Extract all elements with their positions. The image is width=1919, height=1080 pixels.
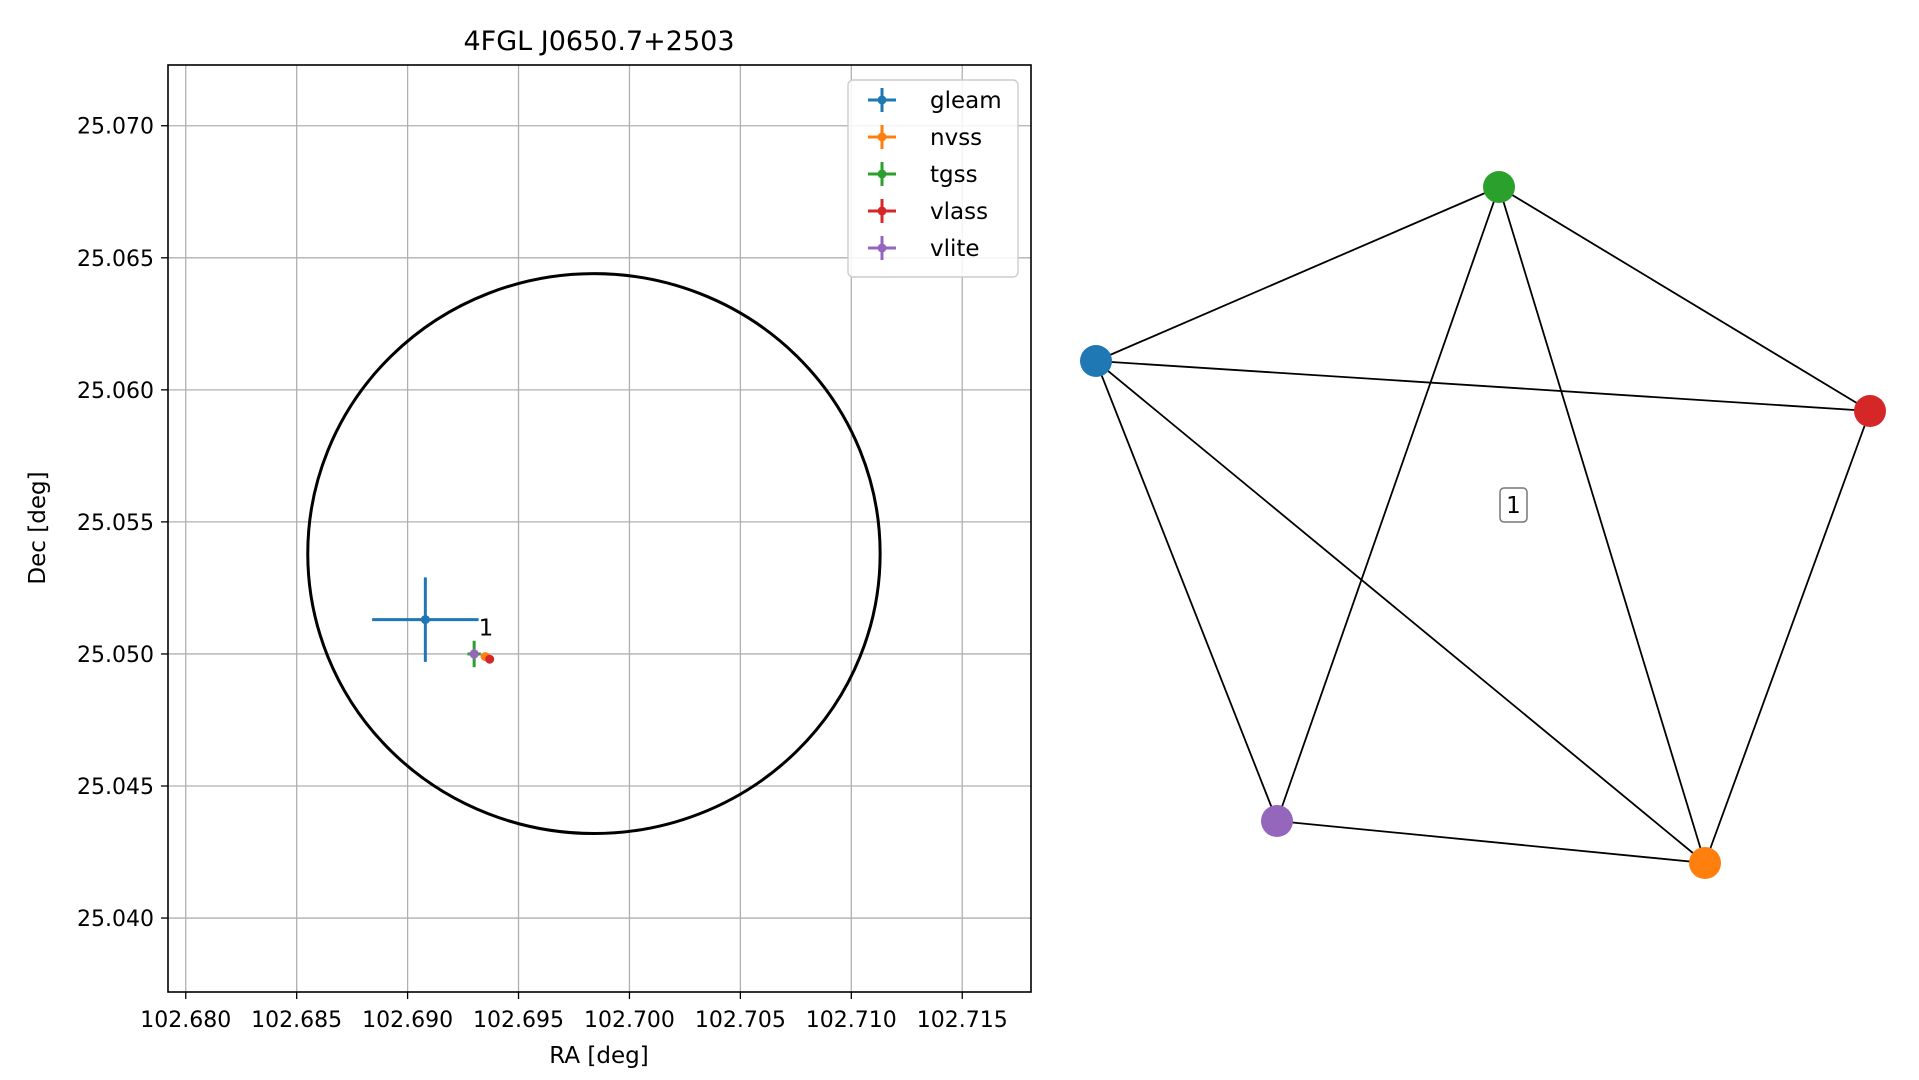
graph-node-vlass [1854, 395, 1886, 427]
data-point-vlass [485, 654, 495, 664]
legend: gleam nvss tgss vlass vlite [847, 79, 1019, 278]
legend-entry-gleam: gleam [868, 88, 1002, 114]
cluster-label: 1 [1506, 493, 1521, 519]
data-points [372, 577, 495, 668]
graph-edge [1704, 410, 1871, 864]
graph-edge [1276, 186, 1500, 822]
x-tick-label: 102.700 [584, 1008, 675, 1033]
plot-title: 4FGL J0650.7+2503 [463, 26, 734, 57]
graph-node-tgss [1483, 171, 1515, 203]
graph-edge [1498, 186, 1706, 864]
y-tick-label: 25.045 [77, 775, 154, 800]
legend-entry-vlite: vlite [868, 236, 980, 262]
x-axis-ticks: 102.680 102.685 102.690 102.695 102.700 102.7… [140, 992, 1008, 1033]
x-tick-label: 102.715 [917, 1008, 1008, 1033]
y-tick-label: 25.055 [77, 511, 154, 536]
graph-edge [1276, 820, 1706, 864]
legend-label: vlite [930, 236, 980, 262]
ellipse-outline [306, 272, 882, 836]
legend-box [847, 79, 1019, 278]
graph-edge [1498, 186, 1871, 412]
error-ellipse [306, 272, 882, 836]
legend-entry-nvss: nvss [868, 125, 982, 151]
graph-edge [1095, 360, 1871, 412]
legend-label: nvss [930, 125, 982, 151]
y-axis-label: Dec [deg] [25, 471, 51, 584]
x-tick-label: 102.685 [251, 1008, 342, 1033]
x-tick-label: 102.690 [362, 1008, 453, 1033]
legend-label: tgss [930, 162, 978, 188]
y-tick-label: 25.070 [77, 115, 154, 140]
x-tick-label: 102.680 [140, 1008, 231, 1033]
graph-edges [1095, 186, 1871, 864]
y-axis-ticks: 25.040 25.045 25.050 25.055 25.060 25.065 25.0… [77, 115, 168, 932]
y-tick-label: 25.060 [77, 379, 154, 404]
grid [168, 65, 1031, 992]
graph-node-gleam [1080, 345, 1112, 377]
plot-frame [167, 64, 1032, 993]
cluster-label-box: 1 [1499, 487, 1528, 523]
graph-nodes [1080, 171, 1886, 879]
graph-node-vlite [1261, 805, 1293, 837]
x-tick-label: 102.705 [695, 1008, 786, 1033]
x-tick-label: 102.710 [806, 1008, 897, 1033]
match-graph: 1 [1080, 171, 1886, 879]
graph-edge [1095, 360, 1706, 864]
legend-label: gleam [930, 88, 1002, 114]
source-annotation: 1 [479, 615, 494, 641]
y-tick-label: 25.040 [77, 907, 154, 932]
x-axis-label: RA [deg] [549, 1043, 648, 1069]
y-tick-label: 25.065 [77, 247, 154, 272]
graph-edge [1095, 360, 1278, 822]
graph-edge [1095, 186, 1500, 362]
data-point-gleam [372, 577, 479, 662]
sky-position-plot: 4FGL J0650.7+2503 1 102.680 102.685 102.69… [25, 26, 1032, 1069]
legend-label: vlass [930, 199, 988, 225]
graph-node-nvss [1689, 847, 1721, 879]
y-tick-label: 25.050 [77, 643, 154, 668]
legend-entry-tgss: tgss [868, 162, 978, 188]
x-tick-label: 102.695 [473, 1008, 564, 1033]
legend-entry-vlass: vlass [868, 199, 988, 225]
data-point-vlite [469, 648, 479, 660]
